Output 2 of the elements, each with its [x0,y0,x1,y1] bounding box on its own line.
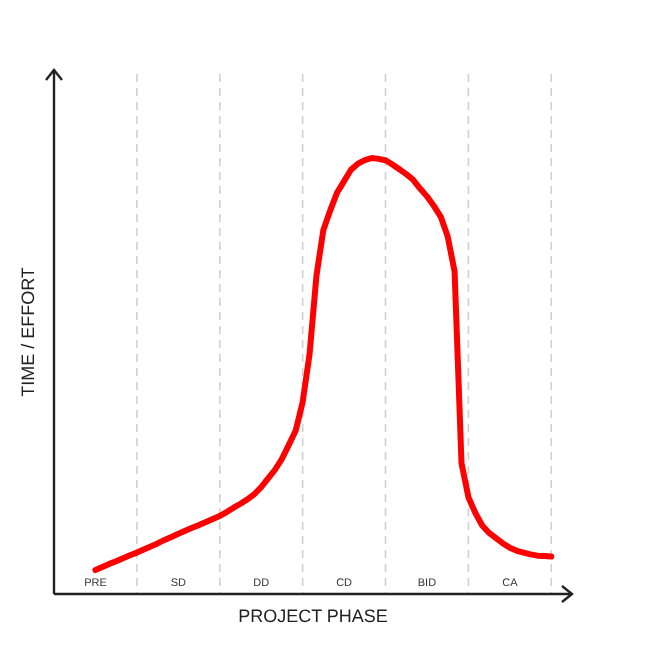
x-axis-title: PROJECT PHASE [238,606,388,626]
y-axis-title: TIME / EFFORT [18,266,38,397]
